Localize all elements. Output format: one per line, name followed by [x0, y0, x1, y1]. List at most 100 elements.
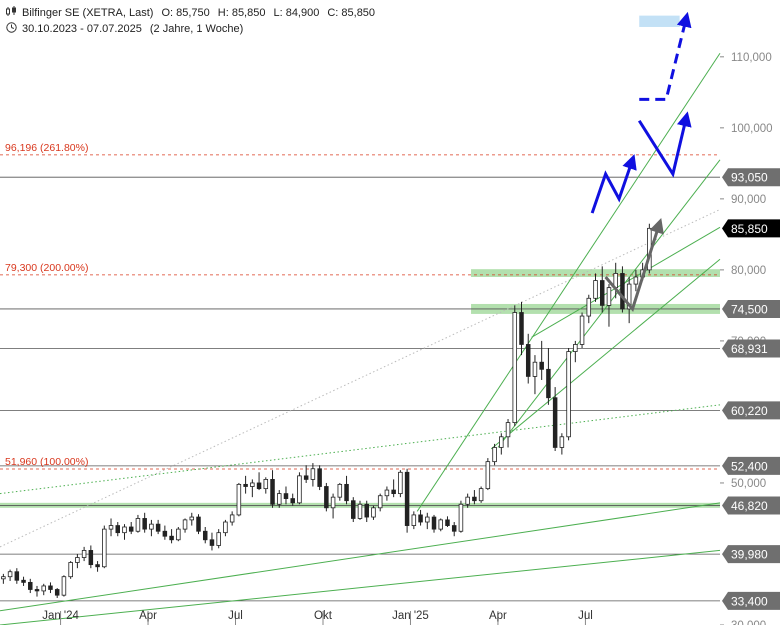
zone-0: [471, 269, 720, 277]
candle-body: [384, 489, 390, 497]
y-tick-label: 90,000: [731, 194, 766, 206]
candle-body: [176, 528, 181, 541]
clock-icon: [6, 22, 17, 33]
trendline-2: [0, 502, 721, 612]
candle-body: [485, 461, 491, 490]
candle-body: [411, 514, 417, 526]
candle-body: [122, 526, 127, 534]
level-tag-52,400: [722, 456, 780, 475]
projection-arrow-3: [604, 218, 664, 313]
candlestick-icon: [6, 6, 16, 16]
y-tick-label: 100,000: [731, 123, 773, 135]
level-tag-label: 93,050: [731, 171, 768, 185]
trendline-1: [0, 404, 721, 495]
candle-body: [391, 489, 396, 495]
low-value: L: 84,900: [273, 7, 320, 19]
candle-body: [229, 514, 235, 523]
candle-body: [108, 525, 114, 530]
candle-body: [599, 280, 605, 306]
trendline-3: [0, 549, 721, 625]
x-tick-label: Jan '24: [42, 610, 79, 622]
candle-body: [344, 483, 349, 502]
candle-body: [371, 507, 376, 518]
candle-body: [270, 479, 275, 505]
level-tag-93,050: [722, 168, 780, 187]
level-tag-74,500: [722, 299, 780, 318]
candle-body: [95, 564, 100, 568]
candle-body: [88, 550, 94, 566]
candle-body: [182, 519, 188, 530]
candle-body: [155, 523, 161, 532]
chart-header-symbol-line: Bilfinger SE (XETRA, Last) O: 85,750 H: 85…: [6, 6, 375, 19]
candle-body: [330, 496, 336, 509]
candle-body: [61, 576, 67, 596]
candle-body: [451, 525, 457, 532]
candle-body: [431, 516, 437, 530]
candle-body: [283, 493, 289, 499]
candle-body: [263, 479, 269, 490]
candle-body: [377, 495, 383, 509]
candle-body: [398, 471, 403, 495]
candle-body: [135, 518, 141, 532]
candle-body: [21, 579, 26, 583]
date-range: 30.10.2023 - 07.07.2025: [22, 23, 142, 35]
candle-body: [317, 468, 322, 487]
candle-body: [297, 475, 302, 504]
candle-body: [142, 518, 147, 530]
candle-body: [633, 276, 639, 285]
candle-body: [532, 361, 538, 377]
zone-3: [639, 15, 680, 27]
level-tag-label: 33,400: [731, 594, 768, 608]
candle-body: [223, 521, 228, 534]
level-tag-label: 52,400: [731, 459, 768, 473]
candle-body: [162, 530, 168, 537]
fib-label: 79,300 (200.00%): [5, 262, 88, 274]
open-value: O: 85,750: [161, 7, 210, 19]
candle-body: [559, 436, 565, 448]
trendline-4: [416, 52, 721, 512]
symbol-name: Bilfinger SE (XETRA, Last): [22, 7, 154, 19]
close-value: C: 85,850: [327, 7, 376, 19]
candle-body: [236, 483, 242, 516]
trendline-0: [0, 209, 721, 548]
candle-body: [519, 312, 524, 345]
level-tag-68,931: [722, 339, 780, 358]
candle-body: [546, 368, 551, 399]
candle-body: [202, 530, 208, 541]
level-tag-60,220: [722, 401, 780, 420]
level-tag-46,820: [722, 496, 780, 515]
candle-body: [28, 581, 33, 590]
candle-body: [445, 519, 450, 526]
candle-body: [512, 312, 518, 423]
candle-body: [425, 516, 430, 523]
candle-body: [566, 351, 571, 438]
candle-body: [303, 475, 309, 480]
level-tag-label: 46,820: [731, 499, 768, 513]
x-tick-label: Okt: [314, 610, 333, 622]
candle-body: [404, 471, 410, 526]
x-tick-label: Jul: [578, 610, 593, 622]
candle-body: [243, 483, 248, 487]
level-tag-label: 60,220: [731, 404, 768, 418]
trendline-7: [531, 226, 721, 338]
candle-body: [41, 585, 46, 592]
y-tick-label: 110,000: [731, 52, 772, 64]
level-tag-label: 39,980: [731, 548, 768, 562]
candle-body: [573, 344, 578, 352]
candle-body: [606, 287, 612, 306]
candle-body: [310, 468, 316, 480]
candle-body: [626, 283, 632, 310]
projection-arrow-2: [639, 11, 692, 101]
candle-body: [525, 344, 531, 377]
y-tick-label: 50,000: [731, 478, 766, 490]
candle-body: [216, 532, 221, 546]
level-tag-label: 68,931: [731, 342, 768, 356]
candle-body: [1, 576, 6, 580]
candle-body: [196, 516, 201, 532]
candle-body: [277, 493, 282, 505]
trendline-6: [490, 258, 721, 450]
y-tick-label: 30,000: [731, 620, 766, 625]
candle-body: [48, 585, 53, 590]
candle-body: [579, 315, 585, 345]
